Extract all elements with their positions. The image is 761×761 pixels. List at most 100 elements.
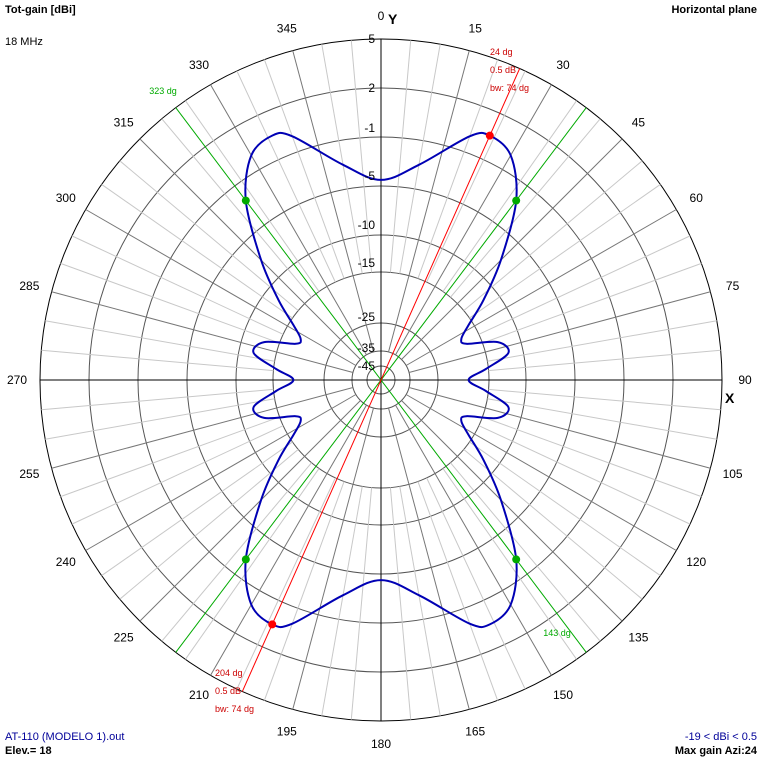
plane-label: Horizontal plane bbox=[671, 4, 757, 16]
max-gain-label: 0.5 dB bbox=[490, 65, 516, 75]
max-gain-label: 0.5 dB bbox=[215, 686, 241, 696]
angle-tick-label: 210 bbox=[189, 688, 209, 702]
grid-spoke bbox=[263, 59, 345, 279]
grid-spoke bbox=[119, 160, 299, 311]
grid-spoke bbox=[45, 398, 275, 440]
max-gain-label: 204 dg bbox=[215, 668, 243, 678]
radial-tick-label: -10 bbox=[358, 218, 376, 232]
radial-tick-label: -1 bbox=[364, 121, 375, 135]
grid-spoke bbox=[185, 468, 320, 660]
grid-spoke bbox=[263, 481, 345, 701]
grid-spoke bbox=[60, 416, 280, 498]
halfpower-label: 323 dg bbox=[149, 86, 177, 96]
angle-tick-label: 60 bbox=[690, 191, 704, 205]
grid-spoke bbox=[139, 138, 361, 360]
grid-spoke bbox=[395, 404, 552, 676]
gain-range-label: -19 < dBi < 0.5 bbox=[684, 731, 757, 743]
max-gain-marker bbox=[268, 620, 277, 629]
grid-spoke bbox=[408, 291, 711, 373]
grid-spoke bbox=[482, 416, 702, 498]
marker-labels: 323 dg 143 dg 24 dg 0.5 dB bw: 74 dg 204 dg 0.… bbox=[149, 47, 571, 714]
angle-tick-label: 150 bbox=[553, 688, 573, 702]
angle-tick-label: 240 bbox=[56, 555, 76, 569]
max-gain-label: bw: 74 dg bbox=[215, 704, 254, 714]
angle-tick-label: 105 bbox=[723, 467, 743, 481]
grid-spoke bbox=[487, 398, 717, 440]
grid-spoke bbox=[482, 262, 702, 344]
angle-tick-label: 225 bbox=[114, 630, 134, 644]
grid-spoke bbox=[161, 118, 312, 298]
halfpower-marker bbox=[512, 555, 521, 564]
grid-spoke bbox=[210, 84, 367, 356]
grid-spoke bbox=[469, 441, 661, 576]
grid-spoke bbox=[389, 487, 412, 720]
grid-spoke bbox=[426, 70, 526, 283]
grid-spoke bbox=[478, 235, 691, 335]
grid-spoke bbox=[292, 407, 374, 710]
radial-tick-label: 5 bbox=[368, 32, 375, 46]
grid-spoke bbox=[399, 44, 441, 274]
radial-tick-label: 2 bbox=[368, 81, 375, 95]
marker-dots bbox=[241, 131, 521, 629]
max-gain-label: 24 dg bbox=[490, 47, 513, 57]
plot-quantity-title: Tot-gain [dBi] bbox=[5, 4, 76, 16]
file-name-label: AT-110 (MODELO 1).out bbox=[5, 731, 125, 743]
grid-spoke bbox=[442, 468, 577, 660]
grid-spoke bbox=[408, 387, 711, 469]
radial-tick-labels: 5 2 -1 -5 -10 -15 -25 -35 -45 bbox=[358, 32, 376, 373]
grid-spoke bbox=[389, 40, 412, 273]
grid-spoke bbox=[350, 487, 373, 720]
angle-tick-label: 285 bbox=[19, 279, 39, 293]
max-gain-line bbox=[241, 68, 521, 692]
grid-spoke bbox=[487, 320, 717, 362]
radial-tick-label: -45 bbox=[358, 359, 376, 373]
halfpower-marker bbox=[512, 196, 521, 205]
halfpower-marker bbox=[241, 555, 250, 564]
grid-spoke bbox=[478, 425, 691, 525]
grid-spoke bbox=[450, 462, 601, 642]
grid-spoke bbox=[101, 184, 293, 319]
grid-spoke bbox=[321, 486, 363, 716]
grid-spoke bbox=[321, 44, 363, 274]
grid-spoke bbox=[388, 407, 470, 710]
angle-tick-label: 195 bbox=[277, 725, 297, 739]
max-gain-label: bw: 74 dg bbox=[490, 83, 529, 93]
grid-spokes bbox=[41, 40, 721, 720]
angle-tick-label: 315 bbox=[114, 116, 134, 130]
x-axis-label: X bbox=[725, 390, 735, 406]
radial-tick-label: -25 bbox=[358, 310, 376, 324]
angle-tick-label: 165 bbox=[465, 725, 485, 739]
grid-spoke bbox=[161, 462, 312, 642]
grid-spoke bbox=[101, 441, 293, 576]
angle-tick-label: 75 bbox=[726, 279, 740, 293]
radial-tick-label: -35 bbox=[358, 341, 376, 355]
max-gain-marker bbox=[485, 131, 494, 140]
grid-spoke bbox=[450, 118, 601, 298]
grid-spoke bbox=[51, 291, 354, 373]
grid-spoke bbox=[463, 160, 643, 311]
grid-spoke bbox=[236, 70, 336, 283]
halfpower-label: 143 dg bbox=[543, 628, 571, 638]
grid-spoke bbox=[417, 59, 499, 279]
radial-tick-label: -5 bbox=[364, 169, 375, 183]
angle-tick-label: 330 bbox=[189, 58, 209, 72]
grid-spoke bbox=[388, 50, 470, 353]
angle-tick-label: 0 bbox=[378, 9, 385, 23]
grid-spoke bbox=[417, 481, 499, 701]
angle-tick-label: 135 bbox=[628, 630, 648, 644]
grid-spoke bbox=[405, 394, 677, 551]
max-gain-label: Max gain Azi:24 bbox=[674, 745, 757, 757]
grid-spoke bbox=[236, 477, 336, 690]
angle-tick-label: 255 bbox=[19, 467, 39, 481]
grid-spoke bbox=[395, 84, 552, 356]
angle-tick-label: 45 bbox=[632, 116, 646, 130]
angle-tick-label: 345 bbox=[277, 21, 297, 35]
grid-spoke bbox=[469, 184, 661, 319]
grid-spoke bbox=[292, 50, 374, 353]
frequency-label: 18 MHz bbox=[5, 36, 43, 48]
angle-tick-label: 270 bbox=[7, 373, 27, 387]
grid-spoke bbox=[488, 349, 721, 372]
grid-spoke bbox=[41, 388, 274, 411]
grid-spoke bbox=[139, 400, 361, 622]
